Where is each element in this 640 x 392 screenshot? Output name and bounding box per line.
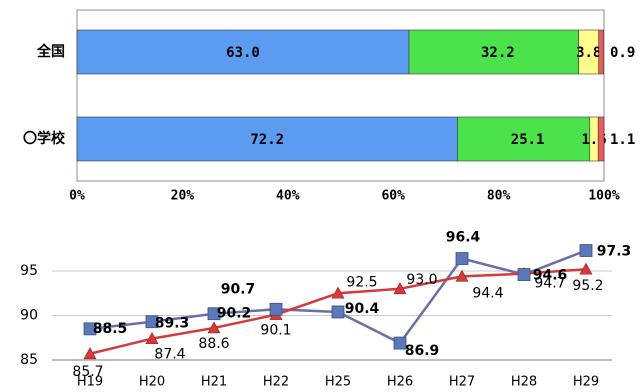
category-label: 〇学校 <box>23 130 66 147</box>
data-label: 94.6 <box>533 268 568 284</box>
data-point <box>331 286 345 299</box>
data-label: 90.2 <box>217 306 252 322</box>
data-point <box>517 268 531 281</box>
data-label: 96.4 <box>446 230 481 246</box>
bar-segment <box>408 29 580 75</box>
data-label: 90.7 <box>221 281 256 297</box>
y-tick-label: 85 <box>20 352 38 368</box>
data-label: 88.6 <box>198 336 229 352</box>
bar-value-label: 63.0 <box>226 45 260 61</box>
x-tick-label: H27 <box>449 375 475 390</box>
data-point <box>579 262 593 275</box>
data-point <box>145 332 159 344</box>
data-label: 97.3 <box>597 244 632 260</box>
bar-value-label: 3.8 <box>576 45 601 61</box>
bar-value-label: 1.1 <box>610 132 635 148</box>
bar-value-label: 32.2 <box>481 45 515 61</box>
bar-value-label: 0.9 <box>610 45 635 61</box>
bar-segment <box>76 116 458 162</box>
x-tick-label: 20% <box>171 189 195 204</box>
data-point <box>207 307 221 321</box>
data-point <box>393 336 407 350</box>
x-tick-label: H26 <box>387 375 413 390</box>
bar-segment <box>597 116 605 162</box>
x-tick-label: H29 <box>573 375 599 390</box>
data-label: 92.5 <box>346 274 377 290</box>
category-label: 全国 <box>36 43 65 60</box>
data-point <box>83 347 97 360</box>
data-label: 95.2 <box>572 278 603 294</box>
data-label: 90.4 <box>345 301 380 317</box>
data-label: 90.1 <box>260 323 291 339</box>
data-point <box>269 302 283 316</box>
data-label: 89.3 <box>155 316 190 332</box>
y-tick-label: 90 <box>20 308 38 324</box>
data-point <box>145 315 159 329</box>
bar-segment <box>76 29 410 75</box>
x-tick-label: H25 <box>325 375 351 390</box>
x-tick-label: 80% <box>487 189 511 204</box>
x-tick-label: H21 <box>201 375 227 390</box>
bar-segment <box>598 29 604 75</box>
data-label: 86.9 <box>405 343 440 359</box>
data-label: 87.4 <box>154 347 185 363</box>
data-point <box>455 269 469 282</box>
x-tick-label: H22 <box>263 375 289 390</box>
x-tick-label: 60% <box>381 189 405 204</box>
x-tick-label: 40% <box>276 189 300 204</box>
bar-chart-frame <box>76 9 605 182</box>
data-point <box>455 252 469 265</box>
x-tick-label: H28 <box>511 375 537 390</box>
bar-segment <box>457 116 591 162</box>
data-label: 85.7 <box>72 364 103 380</box>
x-tick-label: 100% <box>588 189 619 204</box>
data-point <box>83 322 97 336</box>
x-tick-label: H19 <box>77 375 103 390</box>
data-point <box>579 244 593 257</box>
data-point <box>207 321 221 334</box>
data-label: 94.4 <box>472 285 503 301</box>
data-point <box>393 282 407 295</box>
x-tick-label: 0% <box>69 189 85 204</box>
data-label: 88.5 <box>93 321 128 337</box>
data-label: 94.7 <box>534 276 565 292</box>
bar-value-label: 72.2 <box>250 132 284 148</box>
data-label: 93.0 <box>406 272 437 288</box>
x-tick-label: H20 <box>139 375 165 390</box>
data-point <box>331 305 345 319</box>
y-tick-label: 95 <box>20 263 38 279</box>
bar-value-label: 25.1 <box>511 132 545 148</box>
